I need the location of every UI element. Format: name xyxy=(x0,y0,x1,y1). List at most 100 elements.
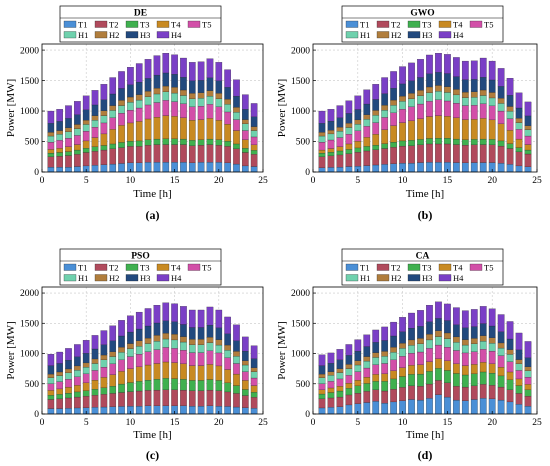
bar-segment-t4 xyxy=(327,148,335,153)
bar-segment-t2 xyxy=(135,146,143,163)
bar-segment-t3 xyxy=(56,394,63,400)
bar-segment-t5 xyxy=(354,371,362,381)
bar-segment-h2 xyxy=(82,120,90,125)
bar-segment-t5 xyxy=(100,367,108,378)
legend-item-h2: H2 xyxy=(94,30,119,40)
chart-panel-1: 0 5 10 15 20 25 0 500 1000 1500 2000 Time [h] Power … xyxy=(5,5,268,222)
bar-segment-t4 xyxy=(417,364,424,375)
bar-segment-h2 xyxy=(100,354,108,360)
bar-segment-h3 xyxy=(118,88,125,101)
bar-segment-t4 xyxy=(363,137,371,147)
bar-segment-h3 xyxy=(180,77,187,91)
bar-segment-h2 xyxy=(435,330,442,337)
bar-segment-t3 xyxy=(224,141,231,147)
bar-segment-t4 xyxy=(215,365,223,381)
bar-segment-h4 xyxy=(118,71,125,89)
legend-item-t2: T2 xyxy=(94,263,118,273)
bar-segment-h4 xyxy=(242,94,249,110)
bar-segment-t4 xyxy=(180,117,187,140)
x-tick-label: 20 xyxy=(487,176,497,186)
bar-segment-t2 xyxy=(56,398,63,409)
bar-segment-h3 xyxy=(363,346,371,357)
bar-segment-h1 xyxy=(135,99,143,109)
bar-segment-t5 xyxy=(470,105,478,120)
bar-segment-t2 xyxy=(127,391,134,407)
bar-segment-t1 xyxy=(390,401,397,415)
bar-segment-h4 xyxy=(318,354,326,366)
bar-segment-h3 xyxy=(506,95,514,107)
bar-segment-t1 xyxy=(318,167,326,173)
bar-segment-t5 xyxy=(363,367,371,378)
bar-segment-t1 xyxy=(109,163,117,173)
bar-segment-h1 xyxy=(453,342,460,351)
bar-segment-h1 xyxy=(250,130,258,138)
bar-segment-h2 xyxy=(470,91,478,98)
bar-segment-t3 xyxy=(444,138,451,145)
legend-label: T4 xyxy=(453,20,463,30)
bar-segment-t1 xyxy=(188,162,196,173)
bar-segment-t5 xyxy=(426,101,433,117)
bar-segment-t3 xyxy=(506,379,514,390)
bar-segment-t3 xyxy=(488,139,496,146)
bar-segment-t3 xyxy=(524,389,532,397)
bar-segment-t5 xyxy=(497,110,505,124)
bar-segment-h4 xyxy=(224,316,231,334)
bar-segment-h4 xyxy=(470,309,478,327)
bar-segment-t4 xyxy=(524,384,532,390)
bar-segment-h1 xyxy=(233,356,240,364)
bar-segment-t5 xyxy=(345,134,353,145)
bar-segment-t4 xyxy=(91,137,99,147)
bar-segment-t3 xyxy=(461,139,469,146)
bar-segment-h2 xyxy=(453,336,460,343)
bar-segment-h1 xyxy=(188,98,196,107)
bar-segment-h2 xyxy=(56,371,63,376)
y-tick-label: 0 xyxy=(34,410,39,420)
x-axis-label: Time [h] xyxy=(133,188,171,200)
bar-segment-t2 xyxy=(74,154,81,167)
y-tick-label: 2000 xyxy=(20,46,39,56)
bar-segment-h1 xyxy=(135,346,143,355)
bar-segment-t3 xyxy=(336,150,344,156)
bar-segment-h1 xyxy=(180,341,187,351)
bar-segment-t5 xyxy=(345,375,353,384)
bar-segment-t2 xyxy=(318,398,326,409)
bar-segment-t4 xyxy=(488,119,496,140)
bar-segment-h3 xyxy=(47,365,55,375)
bar-segment-t3 xyxy=(363,146,371,152)
axes-frame xyxy=(312,286,538,415)
bar-segment-t3 xyxy=(180,379,187,391)
bar-segment-h4 xyxy=(153,55,161,76)
bar-segment-h2 xyxy=(524,125,532,130)
legend-swatch xyxy=(376,263,390,271)
bar-segment-h3 xyxy=(171,74,178,88)
legend-swatch xyxy=(438,20,452,28)
bar-segment-h4 xyxy=(65,105,72,119)
bar-segment-t5 xyxy=(461,352,469,366)
x-tick-label: 10 xyxy=(398,176,408,186)
bar-segment-t5 xyxy=(470,351,478,365)
legend-item-t3: T3 xyxy=(407,263,431,273)
bar-segment-t2 xyxy=(197,145,205,163)
bar-segment-h1 xyxy=(399,101,406,110)
bar-segment-h4 xyxy=(233,324,240,341)
bar-segment-h1 xyxy=(408,345,415,354)
bar-segment-h3 xyxy=(426,321,433,335)
bar-segment-t5 xyxy=(318,142,326,151)
bar-segment-h4 xyxy=(453,307,460,325)
bar-segment-t5 xyxy=(215,352,223,367)
bar-segment-h4 xyxy=(479,306,487,324)
bar-segment-t4 xyxy=(109,374,117,387)
bar-segment-t1 xyxy=(327,407,335,415)
bar-segment-h1 xyxy=(515,122,523,130)
bar-segment-t4 xyxy=(363,376,371,384)
bar-segment-t2 xyxy=(206,144,214,163)
bar-segment-t5 xyxy=(417,351,424,365)
bar-segment-h2 xyxy=(497,98,505,104)
legend-label: H2 xyxy=(109,30,119,40)
bar-segment-h4 xyxy=(242,336,249,352)
bar-segment-h4 xyxy=(162,302,170,321)
bar-segment-h4 xyxy=(345,100,353,114)
bar-segment-t3 xyxy=(381,381,389,392)
bar-segment-h3 xyxy=(250,116,258,127)
bar-segment-h4 xyxy=(109,325,117,341)
